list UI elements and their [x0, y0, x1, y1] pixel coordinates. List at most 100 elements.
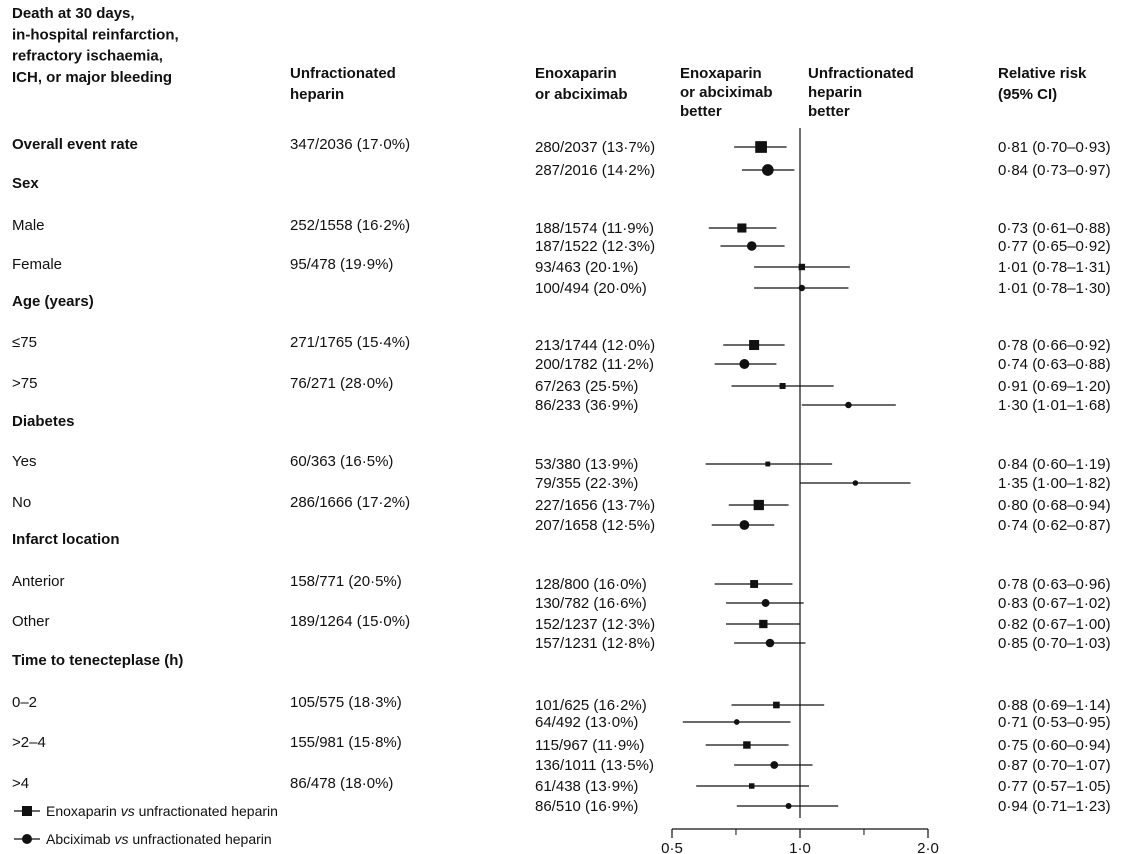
abci-relative-risk: 0·74 (0·62–0·87)	[998, 517, 1111, 534]
ufh-events: 95/478 (19·9%)	[290, 256, 393, 273]
abci-relative-risk: 0·84 (0·73–0·97)	[998, 162, 1111, 179]
left-better-label-line: or abciximab	[680, 84, 773, 101]
subgroup-heading: Age (years)	[12, 293, 94, 310]
enox-point-square	[779, 382, 786, 390]
ufh-events: 76/271 (28·0%)	[290, 375, 393, 392]
abci-events: 79/355 (22·3%)	[535, 475, 638, 492]
x-axis-tick-label: 0·5	[661, 840, 683, 854]
abci-relative-risk: 0·87 (0·70–1·07)	[998, 757, 1111, 774]
outcome-header-line: ICH, or major bleeding	[12, 69, 172, 86]
subgroup-heading: Infarct location	[12, 531, 120, 548]
abci-events: 136/1011 (13·5%)	[535, 757, 654, 774]
subgroup-heading: Time to tenecteplase (h)	[12, 652, 183, 669]
abci-relative-risk: 1·30 (1·01–1·68)	[998, 397, 1111, 414]
abci-point-circle	[761, 164, 774, 176]
ufh-events: 86/478 (18·0%)	[290, 775, 393, 792]
legend-circle-marker	[22, 834, 32, 844]
ufh-events: 189/1264 (15·0%)	[290, 613, 410, 630]
outcome-header-line: refractory ischaemia,	[12, 48, 163, 65]
abci-events: 64/492 (13·0%)	[535, 714, 638, 731]
enox-point-square	[755, 141, 767, 153]
enox-events: 227/1656 (13·7%)	[535, 497, 655, 514]
outcome-header-line: in-hospital reinfarction,	[12, 26, 179, 43]
abci-events: 157/1231 (12·8%)	[535, 635, 655, 652]
abci-point-circle	[798, 284, 806, 292]
right-better-label-line: heparin	[808, 84, 862, 101]
ufh-events: 158/771 (20·5%)	[290, 573, 402, 590]
abci-point-circle	[770, 761, 779, 769]
subgroup-label: >2–4	[12, 734, 46, 751]
enox-relative-risk: 0·91 (0·69–1·20)	[998, 378, 1111, 395]
enox-relative-risk: 0·75 (0·60–0·94)	[998, 737, 1111, 754]
subgroup-label: Other	[12, 613, 50, 630]
outcome-header-line: Death at 30 days,	[12, 5, 135, 22]
subgroup-label: >75	[12, 375, 37, 392]
subgroup-label: Yes	[12, 453, 36, 470]
enox-point-square	[765, 461, 771, 467]
enox-events: 213/1744 (12·0%)	[535, 337, 655, 354]
rr-header-line: Relative risk	[998, 65, 1087, 82]
subgroup-label: Female	[12, 256, 62, 273]
enox-relative-risk: 0·77 (0·57–1·05)	[998, 778, 1111, 795]
abci-relative-risk: 1·35 (1·00–1·82)	[998, 475, 1111, 492]
abci-relative-risk: 0·77 (0·65–0·92)	[998, 238, 1111, 255]
enox-point-square	[798, 263, 806, 271]
abci-point-circle	[733, 719, 740, 725]
subgroup-label: Overall event rate	[12, 136, 138, 153]
left-better-label-line: better	[680, 103, 722, 120]
abci-relative-risk: 0·71 (0·53–0·95)	[998, 714, 1111, 731]
abci-relative-risk: 0·94 (0·71–1·23)	[998, 798, 1111, 815]
enox-relative-risk: 0·81 (0·70–0·93)	[998, 139, 1111, 156]
abci-events: 187/1522 (12·3%)	[535, 238, 655, 255]
legend-label: Abciximab vs unfractionated heparin	[46, 831, 272, 847]
enox-relative-risk: 0·80 (0·68–0·94)	[998, 497, 1111, 514]
enox-point-square	[750, 580, 759, 588]
ufh-header-line: heparin	[290, 86, 344, 103]
abci-point-circle	[845, 401, 852, 409]
enox-events: 128/800 (16·0%)	[535, 576, 647, 593]
abci-events: 200/1782 (11·2%)	[535, 356, 654, 373]
abci-events: 86/510 (16·9%)	[535, 798, 638, 815]
ufh-events: 347/2036 (17·0%)	[290, 136, 410, 153]
abci-point-circle	[739, 520, 750, 530]
left-better-label-line: Enoxaparin	[680, 65, 762, 82]
abci-events: 287/2016 (14·2%)	[535, 162, 655, 179]
x-axis-tick-label: 1·0	[789, 840, 811, 854]
subgroup-heading: Sex	[12, 175, 39, 192]
enox-relative-risk: 0·88 (0·69–1·14)	[998, 697, 1111, 714]
enox-relative-risk: 0·82 (0·67–1·00)	[998, 616, 1111, 633]
ufh-events: 271/1765 (15·4%)	[290, 334, 410, 351]
subgroup-heading: Diabetes	[12, 413, 75, 430]
subgroup-label: >4	[12, 775, 29, 792]
abci-events: 100/494 (20·0%)	[535, 280, 647, 297]
treatment-header-line: Enoxaparin	[535, 65, 617, 82]
rr-header-line: (95% CI)	[998, 86, 1057, 103]
subgroup-label: Male	[12, 217, 45, 234]
enox-relative-risk: 0·73 (0·61–0·88)	[998, 220, 1111, 237]
abci-events: 130/782 (16·6%)	[535, 595, 647, 612]
right-better-label-line: better	[808, 103, 850, 120]
enox-point-square	[753, 499, 764, 511]
subgroup-label: Anterior	[12, 573, 65, 590]
enox-point-square	[749, 339, 760, 351]
abci-relative-risk: 0·74 (0·63–0·88)	[998, 356, 1111, 373]
abci-point-circle	[739, 359, 750, 369]
abci-point-circle	[765, 638, 775, 648]
enox-events: 188/1574 (11·9%)	[535, 220, 654, 237]
subgroup-label: ≤75	[12, 334, 37, 351]
subgroup-label: No	[12, 494, 31, 511]
enox-events: 115/967 (11·9%)	[535, 737, 645, 754]
enox-events: 280/2037 (13·7%)	[535, 139, 655, 156]
abci-point-circle	[746, 241, 757, 251]
ufh-header-line: Unfractionated	[290, 65, 396, 82]
abci-events: 207/1658 (12·5%)	[535, 517, 655, 534]
abci-point-circle	[761, 599, 770, 607]
enox-point-square	[737, 223, 747, 233]
legend-square-marker	[22, 806, 32, 816]
abci-relative-risk: 0·83 (0·67–1·02)	[998, 595, 1111, 612]
ufh-events: 286/1666 (17·2%)	[290, 494, 410, 511]
ufh-events: 252/1558 (16·2%)	[290, 217, 410, 234]
right-better-label-line: Unfractionated	[808, 65, 914, 82]
enox-relative-risk: 0·78 (0·63–0·96)	[998, 576, 1111, 593]
